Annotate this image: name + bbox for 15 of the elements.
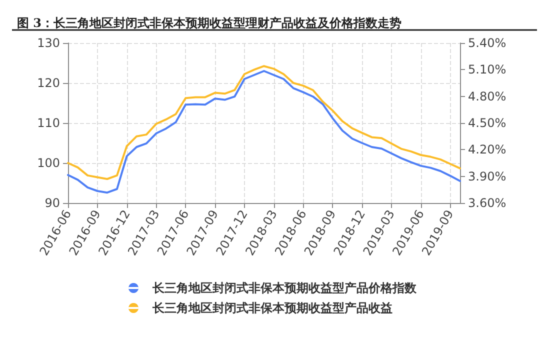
y-tick-label: 110 [37, 116, 60, 130]
legend-label: 长三角地区封闭式非保本预期收益型产品价格指数 [152, 281, 418, 295]
legend-label: 长三角地区封闭式非保本预期收益型产品收益 [152, 301, 392, 315]
y-tick-label: 100 [37, 156, 60, 170]
y-tick-label: 120 [37, 76, 60, 90]
y-tick-label: 130 [37, 36, 60, 50]
y2-tick-label: 5.10% [468, 62, 506, 77]
y2-tick-label: 5.40% [468, 36, 506, 50]
y2-tick-label: 4.50% [468, 116, 506, 130]
y2-tick-label: 3.90% [468, 169, 506, 184]
y2-tick-label: 3.60% [468, 196, 506, 210]
chart-title: 图 3：长三角地区封闭式非保本预期收益型理财产品收益及价格指数走势 [17, 16, 402, 30]
y2-tick-label: 4.20% [468, 142, 506, 157]
y2-tick-label: 4.80% [468, 89, 506, 104]
y-tick-label: 90 [44, 196, 60, 210]
